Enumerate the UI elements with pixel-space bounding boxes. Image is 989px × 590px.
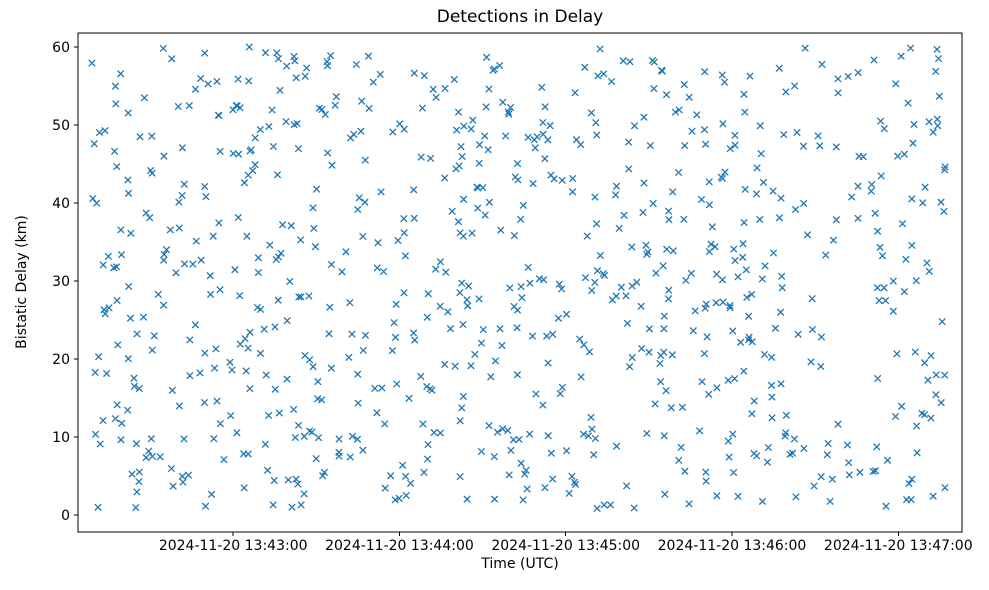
x-axis-label: Time (UTC) — [481, 556, 559, 572]
x-tick-label: 2024-11-20 13:43:00 — [159, 538, 308, 554]
y-tick-label: 0 — [61, 508, 70, 524]
x-tick-label: 2024-11-20 13:47:00 — [824, 538, 973, 554]
scatter-points — [88, 43, 949, 513]
x-tick-label: 2024-11-20 13:46:00 — [658, 538, 807, 554]
x-tick-label: 2024-11-20 13:44:00 — [325, 538, 474, 554]
y-tick-label: 40 — [52, 196, 70, 212]
y-tick-label: 30 — [52, 274, 70, 290]
chart-title: Detections in Delay — [436, 7, 604, 27]
y-tick-label: 60 — [52, 40, 70, 56]
y-tick-label: 10 — [52, 430, 70, 446]
axes-frame — [77, 32, 963, 533]
y-tick-label: 50 — [52, 118, 70, 134]
y-axis-label: Bistatic Delay (km) — [14, 215, 30, 349]
y-tick-label: 20 — [52, 352, 70, 368]
x-tick-label: 2024-11-20 13:45:00 — [491, 538, 640, 554]
